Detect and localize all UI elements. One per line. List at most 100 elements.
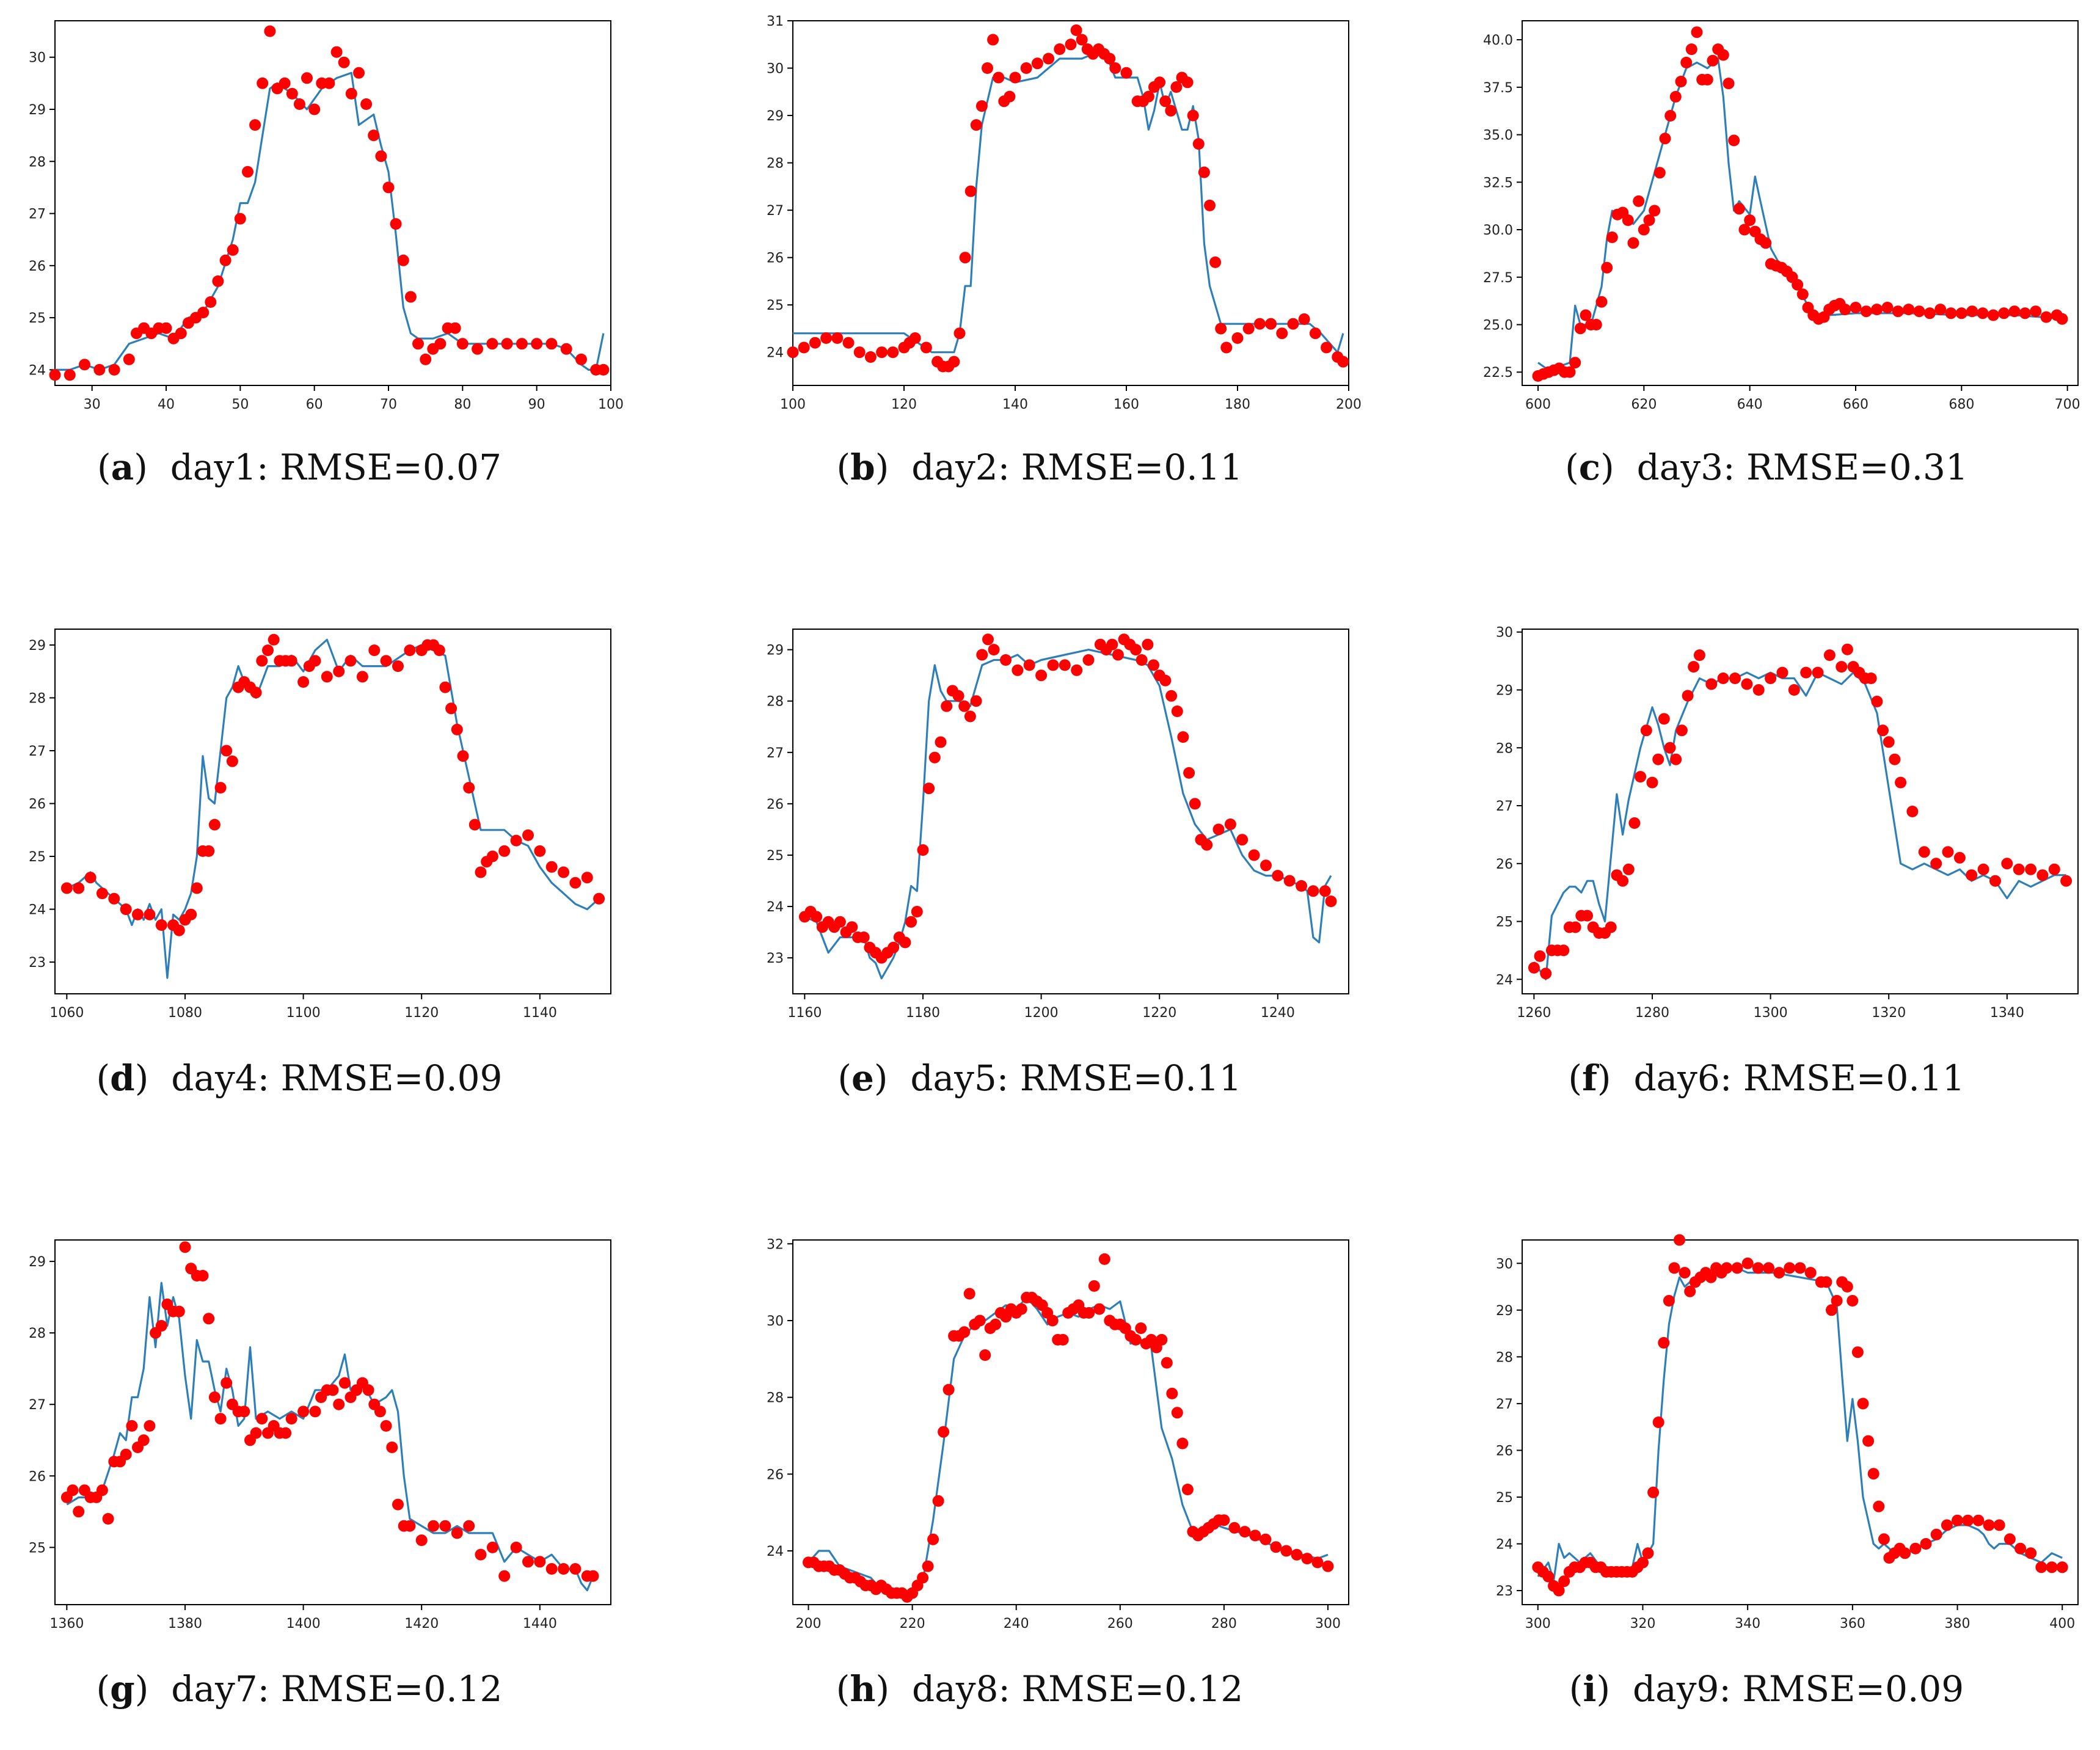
y-tick-label: 29 bbox=[1496, 1303, 1513, 1319]
predicted-point bbox=[456, 338, 468, 350]
y-tick-label: 40.0 bbox=[1483, 33, 1513, 48]
predicted-point bbox=[2056, 313, 2068, 325]
predicted-point bbox=[1794, 1262, 1806, 1274]
predicted-point bbox=[1260, 859, 1272, 872]
x-tick-label: 80 bbox=[454, 397, 471, 412]
caption-open-paren: ( bbox=[97, 1057, 111, 1099]
predicted-point bbox=[1788, 684, 1800, 696]
caption-close-paren: ) bbox=[876, 1668, 913, 1710]
predicted-point bbox=[468, 818, 481, 831]
predicted-point bbox=[1705, 1271, 1717, 1283]
predicted-point bbox=[1953, 851, 1966, 864]
y-tick-label: 26 bbox=[767, 797, 784, 812]
predicted-point bbox=[1120, 67, 1132, 79]
predicted-point bbox=[1580, 309, 1592, 321]
predicted-point bbox=[1088, 1280, 1100, 1292]
predicted-point bbox=[1047, 659, 1059, 671]
predicted-point bbox=[545, 1563, 558, 1575]
predicted-point bbox=[864, 351, 877, 363]
actual-series-line bbox=[793, 48, 1344, 354]
caption-letter: i bbox=[1583, 1668, 1596, 1710]
predicted-point bbox=[179, 1241, 191, 1253]
y-tick-label: 30 bbox=[1496, 1256, 1513, 1272]
predicted-point bbox=[1669, 90, 1682, 103]
predicted-point bbox=[64, 369, 76, 381]
predicted-point bbox=[120, 1448, 132, 1460]
predicted-point bbox=[375, 150, 387, 162]
predicted-point bbox=[1705, 678, 1718, 690]
predicted-point bbox=[1043, 53, 1055, 65]
predicted-point bbox=[858, 932, 870, 943]
predicted-point bbox=[1674, 1234, 1685, 1246]
subplot-f: 1260 1280 1300 1320 1340 24 25 26 27 28 29 30 (f) da… bbox=[1496, 625, 2079, 1099]
predicted-point bbox=[1691, 26, 1703, 38]
subplot-caption: (f) day6: RMSE=0.11 bbox=[1568, 1057, 1964, 1099]
predicted-point bbox=[1909, 1542, 1922, 1555]
predicted-point bbox=[463, 782, 475, 794]
predicted-point bbox=[333, 1398, 345, 1410]
predicted-point bbox=[451, 723, 463, 735]
x-tick-label: 1060 bbox=[49, 1005, 84, 1021]
predicted-point bbox=[345, 655, 357, 667]
predicted-point bbox=[1201, 839, 1213, 851]
predicted-point bbox=[1148, 659, 1159, 671]
predicted-point bbox=[1023, 659, 1035, 671]
predicted-point bbox=[1595, 296, 1608, 308]
predicted-point bbox=[93, 363, 106, 376]
x-tick-label: 1260 bbox=[1517, 1005, 1551, 1021]
predicted-point bbox=[1082, 654, 1095, 666]
predicted-point bbox=[67, 1484, 79, 1497]
predicted-point bbox=[953, 327, 966, 340]
x-tick-label: 60 bbox=[306, 397, 323, 412]
predicted-point bbox=[846, 921, 858, 933]
caption-close-paren: ) bbox=[1596, 1668, 1633, 1710]
predicted-point bbox=[1198, 166, 1210, 178]
predicted-point bbox=[1685, 43, 1697, 56]
predicted-point bbox=[1966, 305, 1978, 318]
predicted-point bbox=[534, 845, 546, 857]
plot-frame bbox=[792, 1239, 1349, 1605]
predicted-point bbox=[1763, 1262, 1774, 1274]
predicted-point bbox=[96, 1484, 108, 1497]
predicted-point bbox=[1181, 76, 1194, 89]
predicted-point bbox=[1804, 1267, 1817, 1279]
predicted-point bbox=[1272, 870, 1284, 882]
predicted-point bbox=[1564, 366, 1576, 378]
y-tick-label: 27 bbox=[767, 746, 784, 761]
y-tick-label: 27 bbox=[29, 1398, 46, 1413]
subplot-i: 300 320 340 360 380 400 23 24 25 26 27 28 29 30 (i) da… bbox=[1496, 1234, 2079, 1710]
x-tick-label: 120 bbox=[891, 397, 917, 412]
predicted-point bbox=[1601, 261, 1613, 274]
predicted-point bbox=[1071, 664, 1083, 676]
x-tick-label: 260 bbox=[1107, 1616, 1133, 1632]
y-tick-label: 29 bbox=[767, 109, 784, 124]
predicted-point bbox=[970, 119, 982, 131]
predicted-point bbox=[1865, 673, 1877, 684]
predicted-point bbox=[1031, 57, 1043, 70]
x-tick-label: 240 bbox=[1004, 1616, 1029, 1632]
predicted-point bbox=[1664, 110, 1677, 122]
predicted-point bbox=[1733, 203, 1745, 215]
predicted-point bbox=[1319, 885, 1331, 897]
predicted-point bbox=[1136, 654, 1148, 666]
predicted-point bbox=[581, 872, 593, 884]
caption-close-paren: ) bbox=[134, 447, 170, 488]
predicted-point bbox=[1857, 1398, 1869, 1410]
predicted-point bbox=[2046, 1561, 2058, 1573]
x-tick-label: 1220 bbox=[1142, 1005, 1176, 1021]
predicted-point bbox=[2035, 1561, 2047, 1573]
predicted-point bbox=[510, 834, 522, 847]
predicted-point bbox=[1165, 104, 1177, 117]
predicted-point bbox=[1744, 214, 1756, 226]
predicted-point bbox=[264, 25, 276, 37]
predicted-point bbox=[917, 1572, 929, 1584]
predicted-point bbox=[990, 1318, 1002, 1330]
predicted-point bbox=[234, 213, 246, 225]
predicted-point bbox=[1658, 713, 1670, 725]
predicted-point bbox=[285, 1413, 297, 1425]
predicted-point bbox=[911, 906, 923, 917]
y-tick-label: 26 bbox=[767, 251, 784, 266]
predicted-point bbox=[1701, 73, 1713, 86]
predicted-point bbox=[338, 1377, 351, 1389]
predicted-point bbox=[545, 338, 558, 350]
